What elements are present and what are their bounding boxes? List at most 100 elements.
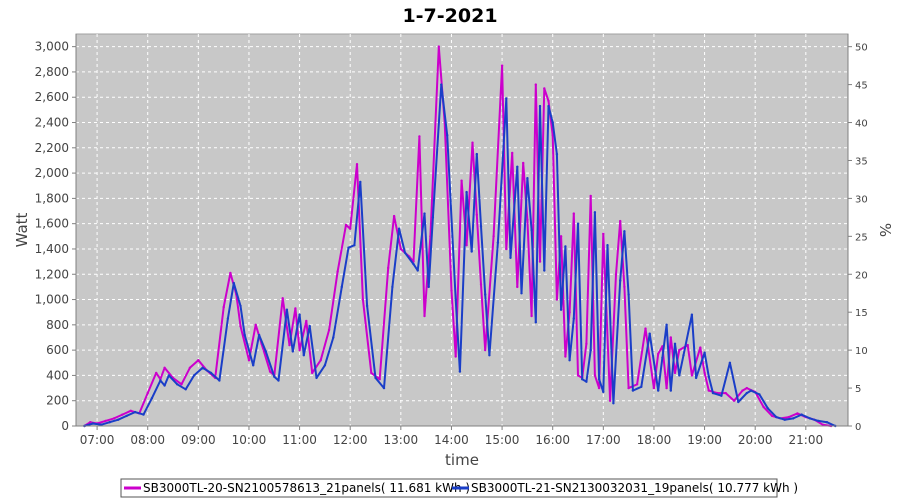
series-1-point: [418, 135, 421, 138]
series-2-point: [412, 262, 415, 266]
series-1-point: [724, 391, 727, 395]
y-tick-label: 400: [46, 368, 69, 382]
y-tick-label: 800: [46, 318, 69, 332]
series-2-point: [661, 356, 664, 359]
series-1-point: [623, 285, 626, 289]
series-1-point: [505, 247, 508, 251]
series-1-point: [222, 305, 225, 309]
series-2-point: [520, 292, 523, 295]
series-2-point: [332, 336, 335, 339]
x-tick-label: 18:00: [637, 433, 672, 447]
series-2-point: [694, 376, 698, 380]
series-2-point: [431, 216, 435, 219]
series-2-point: [142, 413, 145, 416]
series-2-point: [555, 152, 559, 156]
series-2-point: [737, 400, 740, 404]
series-1-point: [732, 399, 736, 402]
series-2-point: [657, 389, 660, 392]
series-1-point: [378, 378, 381, 381]
series-2-point: [484, 293, 487, 296]
series-2-point: [792, 417, 795, 420]
legend-box: [120, 478, 778, 498]
chart-title: 1-7-2021: [402, 5, 497, 27]
series-2-point: [509, 256, 512, 259]
series-1-point: [465, 244, 468, 247]
x-tick-label: 09:00: [181, 433, 216, 447]
series-2-point: [243, 333, 246, 337]
series-1-point: [526, 218, 529, 222]
series-2-point: [479, 225, 483, 228]
series-1-point: [690, 374, 694, 377]
series-2-point: [825, 421, 829, 424]
series-1-point: [564, 355, 567, 358]
series-2-point: [391, 285, 394, 289]
series-2-point: [547, 104, 550, 108]
series-2-point: [218, 379, 221, 382]
series-1-point: [585, 342, 588, 345]
series-2-point: [526, 177, 529, 180]
y-tick-label: 1,800: [35, 191, 69, 205]
series-2-point: [475, 152, 478, 156]
series-2-point: [347, 246, 350, 249]
series-1-point: [288, 343, 291, 347]
y-tick-label: 2,000: [35, 166, 69, 180]
series-1-point: [530, 314, 533, 318]
y2-tick-label: 15: [855, 308, 868, 319]
x-tick-label: 19:00: [687, 433, 722, 447]
series-2-point: [323, 364, 327, 367]
series-1-point: [770, 414, 774, 418]
series-2-point: [308, 324, 311, 328]
series-2-point: [359, 180, 362, 184]
series-1-point: [180, 383, 183, 386]
series-1-point: [387, 266, 390, 270]
legend-label-series-1: SB3000TL-20-SN2100578613_21panels( 11.68…: [143, 481, 470, 495]
y-axis-left: 0 200 400 600 800 1,000 1,200 1,400 1,600 1,800 2,…: [35, 34, 77, 433]
series-2-point: [252, 364, 255, 367]
series-2-point: [758, 393, 761, 396]
series-2-point: [465, 190, 468, 194]
series-2-point: [285, 308, 289, 311]
series-1-point: [311, 371, 314, 375]
y-tick-label: 0: [61, 419, 69, 433]
series-2-point: [585, 380, 588, 383]
series-1-point: [673, 371, 677, 375]
series-2-point: [291, 350, 294, 353]
series-1-point: [787, 415, 791, 419]
series-1-point: [197, 359, 200, 362]
series-2-point: [496, 241, 500, 244]
legend: SB3000TL-20-SN2100578613_21panels( 11.68…: [120, 478, 798, 498]
series-1-point: [104, 419, 107, 423]
series-1-point: [492, 235, 495, 238]
series-2-point: [576, 222, 580, 225]
series-2-point: [703, 351, 706, 354]
series-2-point: [454, 298, 457, 301]
y2-tick-label: 40: [855, 119, 868, 130]
series-2-point: [201, 366, 204, 369]
series-1-point: [450, 289, 453, 292]
x-tick-label: 10:00: [232, 433, 267, 447]
series-1-point: [597, 386, 601, 390]
series-1-point: [370, 371, 373, 375]
plot-area: [75, 33, 849, 427]
y-tick-label: 1,200: [35, 267, 69, 281]
series-1-point: [699, 346, 702, 349]
series-2-point: [516, 165, 519, 168]
series-1-point: [665, 386, 668, 390]
series-1-point: [796, 412, 799, 415]
series-2-point: [176, 383, 179, 386]
x-tick-label: 20:00: [738, 433, 773, 447]
series-1-point: [686, 343, 689, 347]
series-1-point: [707, 389, 710, 392]
series-2-point: [640, 385, 643, 388]
series-2-point: [192, 374, 196, 377]
series-1-point: [484, 348, 487, 352]
series-1-point: [471, 141, 474, 144]
series-2-point: [612, 402, 615, 405]
series-1-point: [305, 319, 308, 323]
x-axis-title: time: [445, 451, 479, 469]
y-axis-right: 0 5 10 15 20 25 30 35 40 45 50: [847, 34, 868, 433]
series-2-point: [690, 313, 694, 316]
series-2-point: [340, 285, 343, 289]
series-1-point: [399, 247, 402, 251]
series-1-point: [516, 285, 519, 289]
